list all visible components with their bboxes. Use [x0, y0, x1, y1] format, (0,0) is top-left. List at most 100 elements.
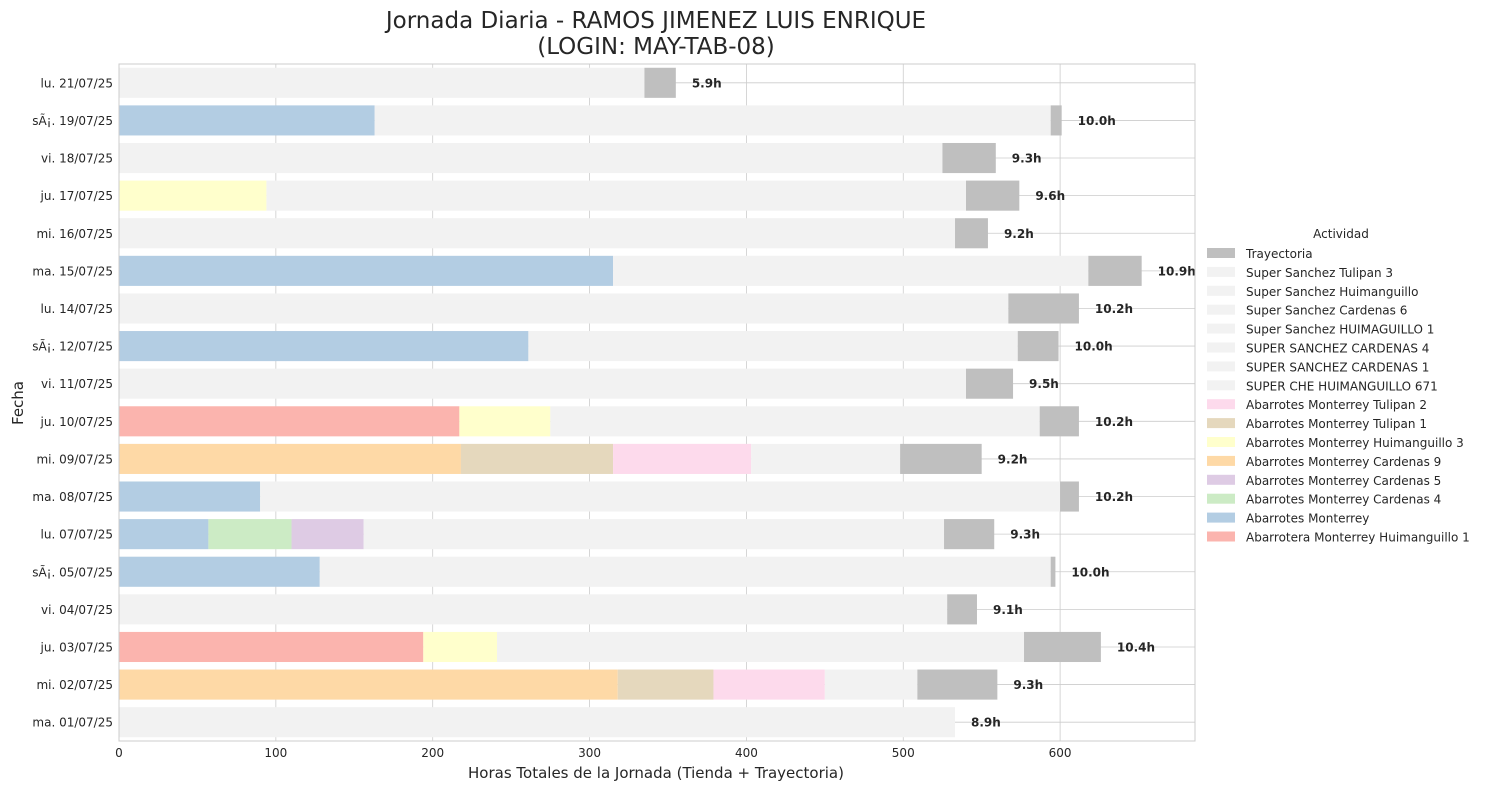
- legend-entry-label: Super Sanchez Huimanguillo: [1246, 285, 1418, 299]
- total-hours-label: 10.2h: [1095, 490, 1133, 504]
- bar-segment: [319, 556, 1051, 587]
- bar-segment: [208, 519, 292, 550]
- legend-swatch: [1207, 493, 1235, 504]
- bar-segment: [965, 368, 1014, 399]
- legend: Actividad Trayectoria Super Sanchez Tulip…: [1207, 227, 1470, 545]
- bar-segment: [119, 594, 948, 625]
- legend-swatch: [1207, 266, 1235, 277]
- total-hours-label: 10.9h: [1158, 264, 1196, 278]
- bar-segment: [423, 631, 498, 663]
- total-hours-label: 10.0h: [1075, 340, 1113, 354]
- legend-title: Actividad: [1313, 227, 1369, 241]
- y-tick-label: lu. 14/07/25: [41, 302, 113, 316]
- bar-segment: [266, 180, 966, 211]
- x-tick-label: 200: [421, 746, 444, 760]
- total-hours-label: 10.2h: [1095, 415, 1133, 429]
- bar-segment: [824, 669, 918, 700]
- legend-swatch: [1207, 399, 1235, 410]
- total-hours-label: 9.1h: [993, 603, 1023, 617]
- bar-segment: [119, 142, 943, 174]
- bar-segment: [119, 631, 424, 663]
- bar-segment: [119, 293, 1009, 324]
- legend-swatch: [1207, 285, 1235, 296]
- legend-swatch: [1207, 512, 1235, 523]
- chart-subtitle: (LOGIN: MAY-TAB-08): [537, 34, 775, 60]
- total-hours-label: 9.5h: [1029, 377, 1059, 391]
- chart-title: Jornada Diaria - RAMOS JIMENEZ LUIS ENRI…: [384, 8, 926, 34]
- y-tick-label: sÃ¡. 05/07/25: [32, 564, 113, 579]
- total-hours-label: 9.3h: [1012, 152, 1042, 166]
- bar-segment: [613, 443, 752, 474]
- bar-segment: [550, 406, 1040, 437]
- bar-segment: [119, 180, 267, 211]
- bar-segment: [497, 631, 1025, 663]
- y-tick-label: vi. 18/07/25: [41, 152, 113, 166]
- legend-entry-label: SUPER CHE HUIMANGUILLO 671: [1246, 379, 1438, 393]
- y-tick-label: vi. 04/07/25: [41, 603, 113, 617]
- bar-segment: [291, 519, 364, 550]
- total-hours-label: 9.2h: [998, 452, 1028, 466]
- bars-layer: [119, 67, 1142, 738]
- bar-segment: [613, 255, 1089, 286]
- legend-entry-label: Super Sanchez Tulipan 3: [1246, 266, 1393, 280]
- bar-segment: [1024, 631, 1101, 663]
- y-tick-label: mi. 16/07/25: [36, 227, 113, 241]
- legend-swatch: [1207, 380, 1235, 391]
- legend-swatch: [1207, 342, 1235, 353]
- legend-swatch: [1207, 455, 1235, 466]
- legend-entry-label: Trayectoria: [1245, 247, 1313, 261]
- x-tick-label: 0: [115, 746, 123, 760]
- legend-entry-label: Abarrotes Monterrey Tulipan 2: [1246, 398, 1427, 412]
- x-tick-label: 400: [735, 746, 758, 760]
- legend-entry-label: Super Sanchez HUIMAGUILLO 1: [1246, 323, 1434, 337]
- y-tick-label: lu. 07/07/25: [41, 528, 113, 542]
- legend-entry-label: Abarrotes Monterrey: [1246, 512, 1369, 526]
- bar-segment: [460, 443, 614, 474]
- bar-segment: [119, 368, 966, 399]
- legend-entry-label: Abarrotes Monterrey Cardenas 9: [1246, 455, 1441, 469]
- bar-segment: [751, 443, 901, 474]
- bar-segment: [374, 105, 1051, 136]
- axes-layer: 0 100 200 300 400 500 600 lu. 21/07/25 sÃ¡. 19/0…: [32, 63, 1196, 760]
- legend-entry-label: Super Sanchez Cardenas 6: [1246, 304, 1407, 318]
- bar-segment: [1088, 255, 1142, 286]
- total-hours-label: 10.4h: [1117, 640, 1155, 654]
- x-tick-label: 500: [892, 746, 915, 760]
- bar-segment: [1060, 481, 1079, 512]
- x-tick-label: 100: [264, 746, 287, 760]
- legend-entry-label: Abarrotes Monterrey Cardenas 5: [1246, 474, 1441, 488]
- bar-segment: [713, 669, 825, 700]
- bar-segment: [459, 406, 551, 437]
- bar-segment: [119, 406, 460, 437]
- legend-swatch: [1207, 361, 1235, 372]
- legend-swatch: [1207, 304, 1235, 315]
- bar-segment: [119, 481, 261, 512]
- bar-segment: [119, 105, 375, 136]
- total-hours-label: 10.0h: [1078, 114, 1116, 128]
- total-hours-label: 8.9h: [971, 716, 1001, 730]
- y-tick-label: ma. 08/07/25: [32, 490, 113, 504]
- bar-segment: [955, 218, 988, 249]
- bar-segment: [900, 443, 982, 474]
- bar-segment: [942, 142, 996, 174]
- legend-swatch: [1207, 531, 1235, 542]
- bar-segment: [119, 218, 956, 249]
- bar-segment: [944, 519, 995, 550]
- legend-entry-label: SUPER SANCHEZ CARDENAS 1: [1246, 360, 1429, 374]
- bar-segment: [1017, 331, 1059, 362]
- bar-segment: [260, 481, 1061, 512]
- y-tick-label: lu. 21/07/25: [41, 76, 113, 90]
- bar-segment: [1039, 406, 1079, 437]
- y-tick-label: ju. 17/07/25: [40, 189, 113, 203]
- bar-segment: [617, 669, 714, 700]
- y-tick-label: mi. 02/07/25: [36, 678, 113, 692]
- legend-swatch: [1207, 474, 1235, 485]
- bar-segment: [644, 67, 676, 98]
- x-tick-label: 600: [1049, 746, 1072, 760]
- y-tick-label: ma. 01/07/25: [32, 716, 113, 730]
- bar-segment: [119, 669, 618, 700]
- legend-entry-label: Abarrotera Monterrey Huimanguillo 1: [1246, 531, 1470, 545]
- bar-segment: [1050, 556, 1056, 587]
- bar-segment: [119, 331, 529, 362]
